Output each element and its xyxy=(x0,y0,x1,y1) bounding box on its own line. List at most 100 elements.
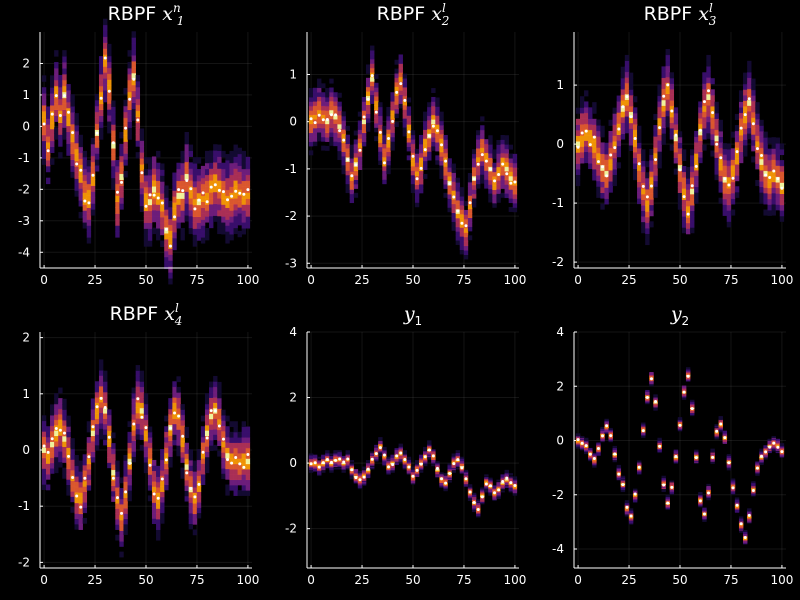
heatmap-cell xyxy=(747,66,752,73)
heatmap-cell xyxy=(119,551,124,558)
heatmap-cell xyxy=(66,436,71,443)
heatmap-cell xyxy=(645,389,650,392)
heatmap-cell xyxy=(229,198,234,205)
heatmap-cell xyxy=(406,119,412,125)
heatmap-cell xyxy=(386,146,391,152)
heatmap-cell xyxy=(476,156,481,162)
heatmap-cell xyxy=(196,210,202,218)
heatmap-cell xyxy=(471,494,477,497)
heatmap-cell xyxy=(192,210,198,218)
heatmap-cell xyxy=(471,158,477,163)
heatmap-cell xyxy=(147,186,153,194)
heatmap-cell xyxy=(394,448,399,451)
data-point xyxy=(128,97,132,101)
heatmap-cell xyxy=(447,475,452,478)
heatmap-cell xyxy=(115,513,120,520)
data-point xyxy=(682,390,686,394)
data-point xyxy=(399,82,403,86)
heatmap-cell xyxy=(62,50,67,57)
heatmap-cell xyxy=(775,143,781,150)
heatmap-cell xyxy=(431,456,436,459)
heatmap-cell xyxy=(70,469,75,476)
heatmap-cell xyxy=(747,127,752,134)
heatmap-cell xyxy=(176,216,181,223)
heatmap-cell xyxy=(168,451,173,457)
heatmap-cell xyxy=(455,204,461,210)
heatmap-cell xyxy=(443,489,448,492)
heatmap-cell xyxy=(237,165,242,172)
heatmap-cell xyxy=(123,87,128,95)
heatmap-cell xyxy=(94,381,100,388)
heatmap-cell xyxy=(612,152,617,159)
heatmap-cell xyxy=(50,140,55,148)
heatmap-cell xyxy=(459,240,465,246)
heatmap-cell xyxy=(463,250,469,255)
heatmap-cell xyxy=(41,105,47,112)
heatmap-cell xyxy=(427,451,432,454)
heatmap-cell xyxy=(233,468,238,475)
heatmap-cell xyxy=(641,193,646,200)
heatmap-cell xyxy=(751,106,756,113)
heatmap-cell xyxy=(62,67,67,75)
heatmap-cell xyxy=(488,493,493,496)
heatmap-cell xyxy=(588,456,593,459)
heatmap-cell xyxy=(204,216,210,223)
heatmap-cell xyxy=(508,171,514,177)
heatmap-cell xyxy=(147,216,153,223)
heatmap-cell xyxy=(592,461,597,464)
heatmap-cell xyxy=(147,495,153,502)
heatmap-cell xyxy=(192,487,198,493)
heatmap-cell xyxy=(508,487,514,490)
data-point xyxy=(111,141,115,145)
heatmap-cell xyxy=(151,465,157,472)
heatmap-cell xyxy=(147,198,153,206)
heatmap-cell xyxy=(196,186,202,194)
heatmap-cell xyxy=(612,174,617,181)
heatmap-cell xyxy=(74,486,79,493)
heatmap-cell xyxy=(698,123,703,130)
heatmap-cell xyxy=(402,461,408,464)
heatmap-cell xyxy=(620,77,626,84)
heatmap-cell xyxy=(706,483,711,486)
heatmap-cell xyxy=(82,156,88,164)
heatmap-cell xyxy=(504,471,509,474)
heatmap-cell xyxy=(188,454,194,461)
heatmap-cell xyxy=(386,142,391,148)
heatmap-cell xyxy=(321,105,326,111)
heatmap-cell xyxy=(500,179,505,185)
heatmap-cell xyxy=(673,151,679,158)
heatmap-cell xyxy=(50,452,55,458)
heatmap-cell xyxy=(107,97,112,104)
heatmap-cell xyxy=(111,490,116,497)
heatmap-cell xyxy=(151,459,157,466)
heatmap-cell xyxy=(50,146,55,153)
heatmap-cell xyxy=(82,470,88,477)
heatmap-cell xyxy=(771,447,776,450)
heatmap-cell xyxy=(345,466,350,469)
heatmap-cell xyxy=(217,408,222,415)
heatmap-cell xyxy=(624,513,630,516)
heatmap-cell xyxy=(661,116,666,123)
heatmap-cell xyxy=(439,480,444,483)
heatmap-cell xyxy=(608,439,613,442)
heatmap-cell xyxy=(471,492,477,495)
heatmap-cell xyxy=(135,418,141,424)
heatmap-cell xyxy=(751,491,756,494)
heatmap-cell xyxy=(86,237,92,244)
heatmap-cell xyxy=(241,426,247,433)
heatmap-cell xyxy=(378,442,383,445)
heatmap-cell xyxy=(66,447,71,454)
heatmap-cell xyxy=(98,133,104,140)
heatmap-cell xyxy=(751,487,756,490)
heatmap-cell xyxy=(164,262,169,270)
heatmap-cell xyxy=(685,378,691,381)
heatmap-cell xyxy=(123,153,128,160)
heatmap-cell xyxy=(312,110,318,115)
heatmap-cell xyxy=(418,139,424,145)
heatmap-cell xyxy=(779,444,785,447)
heatmap-cell xyxy=(620,478,626,481)
heatmap-cell xyxy=(111,153,116,161)
heatmap-cell xyxy=(673,452,679,455)
heatmap-cell xyxy=(669,492,675,495)
heatmap-cell xyxy=(620,111,626,118)
